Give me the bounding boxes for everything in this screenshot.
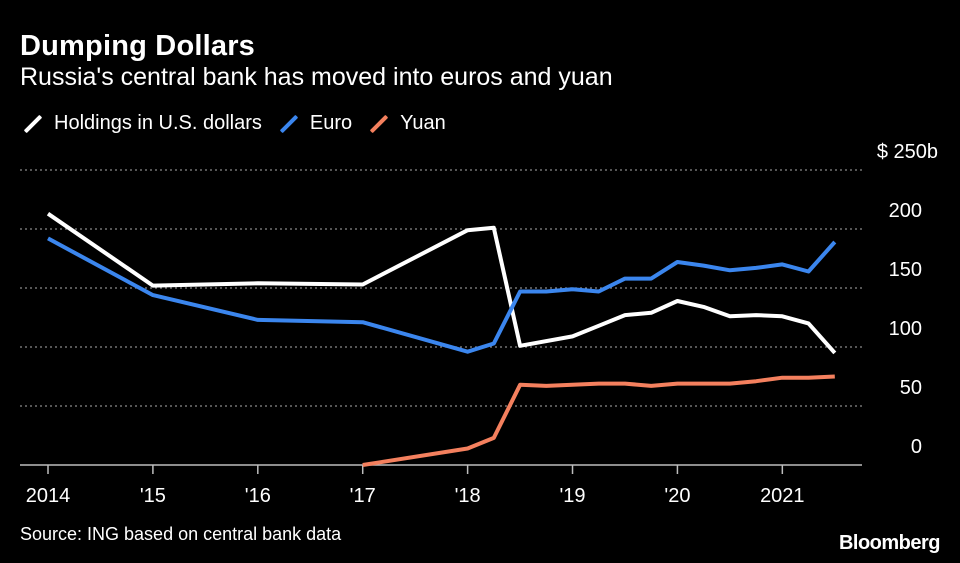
bloomberg-logo: Bloomberg	[838, 532, 941, 554]
y-tick-label-250: $ 250b	[877, 141, 938, 163]
source-note: Source: ING based on central bank data	[20, 524, 342, 544]
series-line-2	[362, 374, 835, 467]
chart-title: Dumping Dollars	[20, 30, 256, 62]
legend: Holdings in U.S. dollars Euro Yuan	[22, 112, 462, 135]
x-tick-label-2021: 2021	[760, 485, 805, 507]
y-tick-label-200: 200	[889, 200, 922, 222]
y-tick-label-150: 150	[889, 259, 922, 281]
x-tick-label-2018: '18	[455, 485, 481, 507]
x-tick-label-2019: '19	[559, 485, 585, 507]
x-tick-label-2014: 2014	[26, 485, 71, 507]
x-tick-label-2017: '17	[350, 485, 376, 507]
y-tick-label-0: 0	[911, 436, 922, 458]
legend-item-euro: Euro	[278, 112, 352, 135]
y-tick-label-50: 50	[900, 377, 922, 399]
axes	[20, 464, 862, 474]
series-line-0	[46, 212, 837, 355]
legend-label-dollars: Holdings in U.S. dollars	[54, 112, 262, 134]
x-tick-label-2020: '20	[664, 485, 690, 507]
legend-label-yuan: Yuan	[400, 112, 446, 134]
y-tick-label-100: 100	[889, 318, 922, 340]
x-tick-label-2016: '16	[245, 485, 271, 507]
series-line-1	[47, 236, 837, 354]
legend-item-dollars: Holdings in U.S. dollars	[22, 112, 262, 135]
chart-subtitle: Russia's central bank has moved into eur…	[20, 63, 613, 91]
tick-labels: 0 50 100 150 200 $ 250b 2014 '15 '16 '17 '18 '19 '20…	[26, 141, 938, 507]
legend-label-euro: Euro	[309, 112, 353, 134]
grid-lines	[20, 169, 862, 407]
legend-item-yuan: Yuan	[368, 112, 446, 135]
x-tick-label-2015: '15	[140, 485, 166, 507]
series-lines	[46, 212, 837, 467]
